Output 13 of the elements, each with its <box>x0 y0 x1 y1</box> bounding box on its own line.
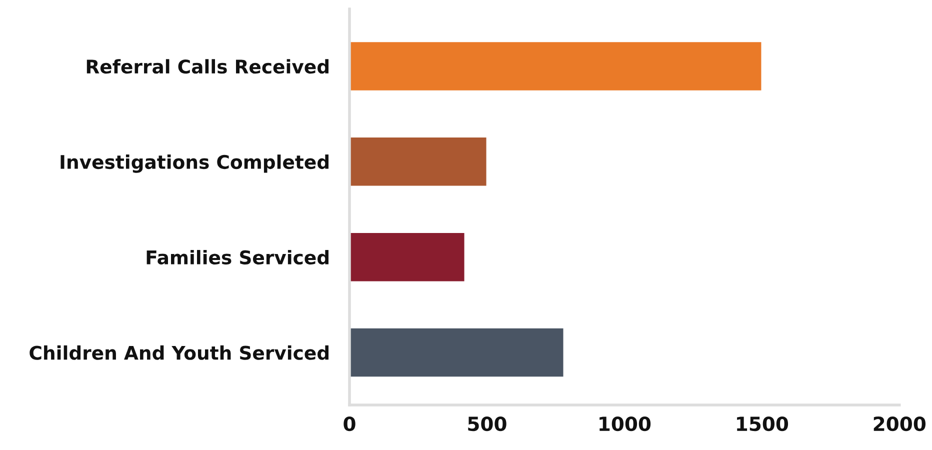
x-tick-label: 500 <box>468 416 506 432</box>
bar <box>350 136 488 188</box>
y-tick-label: Families Serviced <box>146 250 328 264</box>
x-tick-label: 2000 <box>874 416 926 432</box>
bar <box>350 40 763 92</box>
bar <box>350 232 466 283</box>
bar <box>350 327 565 378</box>
y-tick-label: Children And Youth Serviced <box>30 345 328 360</box>
x-tick-label: 1500 <box>737 416 788 432</box>
x-tick-label: 0 <box>344 416 356 432</box>
x-tick-label: 1000 <box>600 416 651 432</box>
y-tick-label: Referral Calls Received <box>86 59 328 74</box>
y-tick-label: Investigations Completed <box>60 154 328 173</box>
